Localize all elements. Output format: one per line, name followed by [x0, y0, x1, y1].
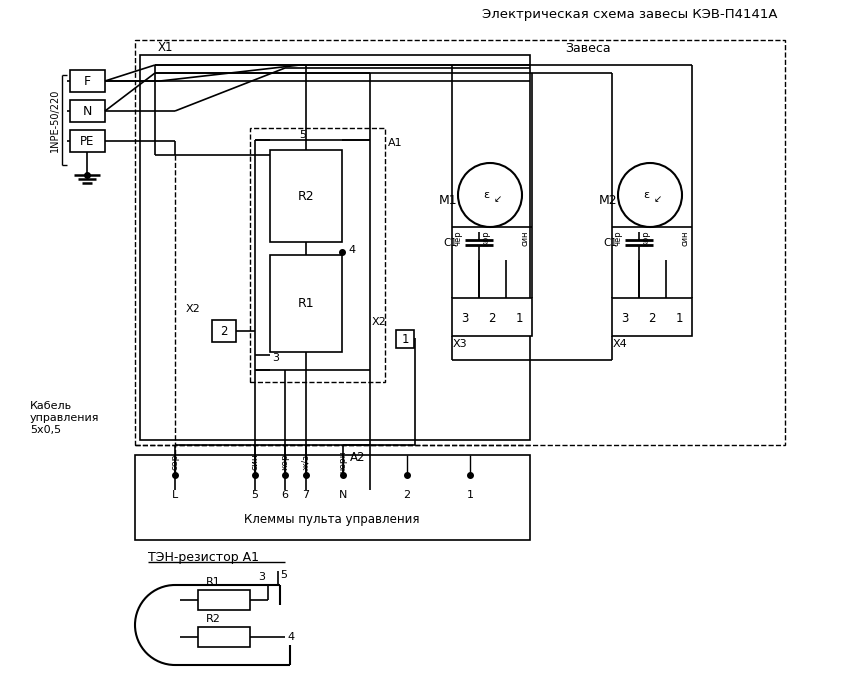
- Text: 2: 2: [403, 490, 410, 500]
- Text: R2: R2: [206, 614, 220, 624]
- Text: C1: C1: [443, 238, 457, 248]
- Bar: [270, 255, 342, 352]
- Text: X3: X3: [453, 339, 468, 349]
- Text: X1: X1: [157, 41, 173, 54]
- Text: ε: ε: [483, 190, 489, 200]
- Text: Электрическая схема завесы КЭВ-П4141А: Электрическая схема завесы КЭВ-П4141А: [482, 8, 777, 21]
- Bar: [612, 298, 692, 336]
- Text: кор: кор: [481, 230, 490, 246]
- Text: 5: 5: [280, 570, 287, 580]
- Bar: [198, 627, 250, 647]
- Text: 1: 1: [515, 311, 523, 325]
- Text: X2: X2: [185, 304, 200, 314]
- Bar: [452, 298, 532, 336]
- Text: 1NPE-50/220: 1NPE-50/220: [50, 88, 60, 152]
- Bar: [140, 55, 530, 440]
- Bar: [70, 70, 105, 92]
- Text: A1: A1: [388, 138, 402, 148]
- Text: A2: A2: [350, 451, 366, 464]
- Bar: [270, 150, 342, 242]
- Text: 3: 3: [621, 311, 629, 325]
- Text: 1: 1: [675, 311, 683, 325]
- Bar: [212, 320, 236, 342]
- Text: M1: M1: [439, 194, 458, 207]
- Text: 1: 1: [466, 490, 474, 500]
- Text: R2: R2: [298, 189, 314, 203]
- Text: L: L: [172, 490, 178, 500]
- Text: R1: R1: [206, 577, 220, 587]
- Text: черн: черн: [339, 451, 347, 473]
- Text: 3: 3: [259, 572, 266, 582]
- Text: 2: 2: [648, 311, 655, 325]
- Text: сер: сер: [170, 454, 180, 470]
- Bar: [250, 128, 385, 382]
- Text: кор: кор: [641, 230, 650, 246]
- Text: син: син: [250, 453, 260, 471]
- Text: 5: 5: [299, 130, 306, 140]
- Text: син: син: [680, 230, 689, 246]
- Text: 3: 3: [461, 311, 469, 325]
- Text: чер: чер: [613, 230, 622, 246]
- Bar: [135, 40, 785, 445]
- Text: чер: чер: [453, 230, 462, 246]
- Text: 2: 2: [488, 311, 495, 325]
- Text: F: F: [83, 74, 90, 88]
- Text: 3: 3: [272, 353, 279, 363]
- Text: R1: R1: [298, 296, 314, 309]
- Bar: [70, 100, 105, 122]
- Bar: [135, 455, 530, 540]
- Bar: [396, 330, 414, 348]
- Text: 1: 1: [402, 333, 408, 345]
- Text: Клеммы пульта управления: Клеммы пульта управления: [244, 513, 420, 526]
- Text: X4: X4: [613, 339, 628, 349]
- Text: син: син: [520, 230, 529, 246]
- Text: ТЭН-резистор А1: ТЭН-резистор А1: [148, 551, 259, 564]
- Text: Завеса: Завеса: [565, 41, 611, 54]
- Text: X2: X2: [372, 317, 386, 327]
- Text: C1: C1: [603, 238, 617, 248]
- Text: 6: 6: [281, 490, 288, 500]
- Text: кор: кор: [280, 453, 290, 471]
- Bar: [70, 130, 105, 152]
- Text: N: N: [339, 490, 347, 500]
- Text: 4: 4: [348, 245, 355, 255]
- Text: 2: 2: [220, 325, 228, 338]
- Text: 5: 5: [251, 490, 259, 500]
- Bar: [198, 590, 250, 610]
- Text: Кабель
управления
5х0,5: Кабель управления 5х0,5: [30, 402, 100, 435]
- Text: M2: M2: [599, 194, 617, 207]
- Text: PE: PE: [80, 134, 95, 147]
- Text: ↙: ↙: [494, 194, 502, 204]
- Text: ↙: ↙: [654, 194, 662, 204]
- Text: N: N: [83, 105, 92, 118]
- Text: ж/з: ж/з: [302, 454, 310, 470]
- Text: ε: ε: [643, 190, 649, 200]
- Text: 7: 7: [303, 490, 310, 500]
- Text: 4: 4: [287, 632, 294, 642]
